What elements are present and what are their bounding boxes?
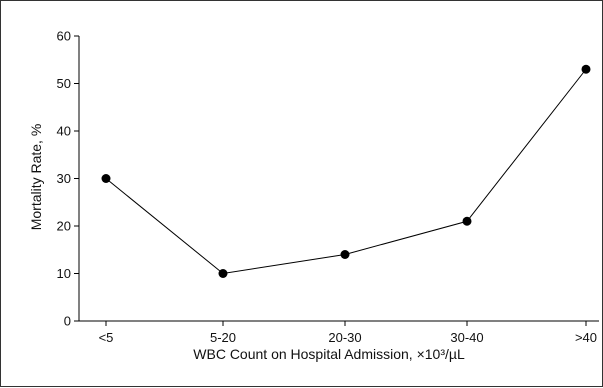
y-tick-label: 30: [57, 171, 71, 186]
y-tick-label: 20: [57, 219, 71, 234]
series: [105, 68, 587, 275]
y-axis-title: Mortality Rate, %: [28, 124, 44, 231]
data-point: [218, 269, 228, 278]
y-tick-label: 50: [57, 76, 71, 91]
data-points: [101, 64, 591, 278]
data-point: [101, 174, 111, 183]
y-tick-label: 10: [57, 266, 71, 281]
x-tick-label: 30-40: [450, 330, 483, 345]
y-tick-label: 40: [57, 124, 71, 139]
y-axis-ticks: 0 10 20 30 40 50 60: [57, 29, 79, 329]
y-tick-label: 60: [57, 29, 71, 44]
axes: [78, 36, 599, 322]
x-tick-label: <5: [99, 330, 114, 345]
x-axis-ticks: <5 5-20 20-30 30-40 >40: [99, 321, 597, 345]
mortality-series-line: [105, 68, 587, 275]
x-axis-title: WBC Count on Hospital Admission, ×10³/µL: [193, 346, 465, 362]
x-tick-label: 5-20: [210, 330, 236, 345]
y-tick-label: 0: [64, 314, 71, 329]
data-point: [340, 250, 350, 259]
data-point: [462, 216, 472, 226]
data-point: [581, 64, 591, 74]
x-tick-label: >40: [575, 330, 597, 345]
x-tick-label: 20-30: [328, 330, 361, 345]
